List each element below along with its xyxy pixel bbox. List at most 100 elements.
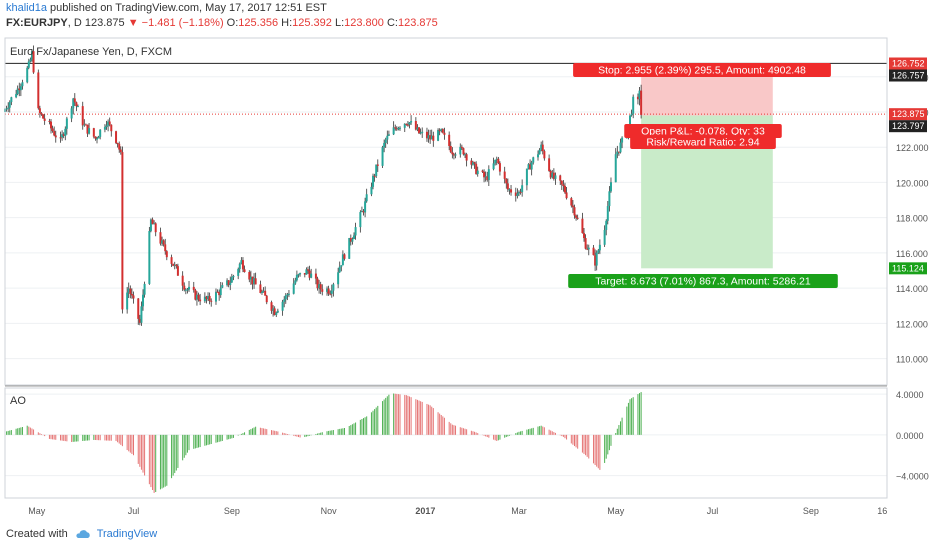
candle — [549, 170, 552, 178]
candle — [505, 178, 508, 184]
candle — [76, 106, 79, 108]
candle — [10, 97, 13, 103]
candle — [530, 162, 533, 170]
candle — [408, 122, 411, 125]
candle — [181, 275, 184, 286]
candle — [484, 176, 487, 178]
candle — [273, 308, 276, 315]
price-tag-label: 126.757 — [892, 71, 925, 81]
candle — [464, 154, 467, 156]
candle — [494, 159, 497, 164]
candle — [326, 288, 329, 292]
candle — [240, 260, 243, 264]
candle — [251, 276, 254, 285]
candle — [372, 175, 375, 187]
candle — [629, 115, 632, 126]
candle — [38, 108, 41, 113]
candle — [173, 264, 176, 266]
candle — [27, 61, 30, 68]
candle — [72, 98, 75, 109]
candle — [462, 148, 465, 155]
candle — [75, 102, 78, 107]
timeframe: , D — [67, 17, 82, 29]
candle — [537, 154, 540, 158]
candle — [299, 273, 302, 275]
candle — [594, 255, 597, 266]
candle — [170, 257, 173, 264]
candle — [614, 154, 617, 183]
candle — [318, 284, 321, 289]
candle — [7, 107, 10, 109]
price-tag — [889, 108, 927, 121]
candle — [218, 291, 221, 296]
candle — [587, 247, 590, 250]
candle — [384, 139, 387, 143]
candle — [337, 272, 340, 285]
candle — [207, 295, 210, 300]
publisher-user-link[interactable]: khalid1a — [6, 2, 47, 14]
candle — [5, 108, 8, 110]
candle — [48, 120, 51, 122]
time-tick-label: May — [28, 506, 46, 516]
candle — [40, 112, 43, 115]
candle — [495, 158, 498, 160]
candle — [405, 123, 408, 125]
candle — [249, 276, 252, 280]
candle — [416, 127, 419, 130]
candle — [262, 290, 265, 292]
high-label: H: — [281, 17, 293, 29]
candle — [632, 96, 635, 114]
candle — [451, 152, 454, 155]
candle — [186, 289, 189, 291]
candle — [308, 270, 311, 278]
candle — [61, 134, 64, 138]
candle — [107, 121, 110, 126]
ao-tick-label: 4.0000 — [896, 390, 924, 400]
candle — [86, 124, 89, 134]
candle — [260, 291, 263, 293]
candle — [129, 288, 132, 294]
candle — [532, 157, 535, 163]
candle — [419, 132, 422, 134]
candle — [341, 254, 344, 266]
candle — [305, 269, 308, 275]
candle — [414, 121, 417, 130]
time-tick-label: Sep — [803, 506, 819, 516]
candle — [21, 82, 24, 87]
candle — [476, 170, 479, 175]
candle — [253, 278, 256, 285]
candle — [403, 123, 406, 128]
candle — [354, 227, 357, 236]
candle — [603, 229, 606, 245]
candle — [227, 280, 230, 286]
candle — [281, 301, 284, 311]
candle — [497, 158, 500, 164]
candle — [592, 247, 595, 256]
candle — [316, 278, 319, 289]
candle — [440, 129, 443, 132]
candle — [70, 108, 73, 119]
candle — [183, 285, 186, 290]
candle — [508, 189, 511, 191]
last-price: 123.875 — [84, 17, 125, 29]
candle — [275, 312, 278, 315]
time-tick-label: Jul — [128, 506, 140, 516]
candle — [197, 294, 200, 300]
candle — [321, 289, 324, 292]
candle — [59, 137, 62, 139]
candle — [286, 294, 289, 296]
candle — [88, 128, 91, 134]
candle — [108, 121, 111, 125]
candle — [151, 219, 154, 225]
risk-reward-label-bg — [630, 135, 776, 149]
price-tag — [889, 69, 927, 82]
main-chart-title: Euro Fx/Japanese Yen, D, FXCM — [10, 46, 172, 58]
candle — [595, 252, 598, 266]
candle — [559, 175, 562, 181]
close-value: 123.875 — [397, 17, 438, 29]
candle — [487, 169, 490, 181]
candle — [517, 191, 520, 194]
tradingview-brand-link[interactable]: TradingView — [96, 528, 158, 540]
candle — [606, 206, 609, 221]
